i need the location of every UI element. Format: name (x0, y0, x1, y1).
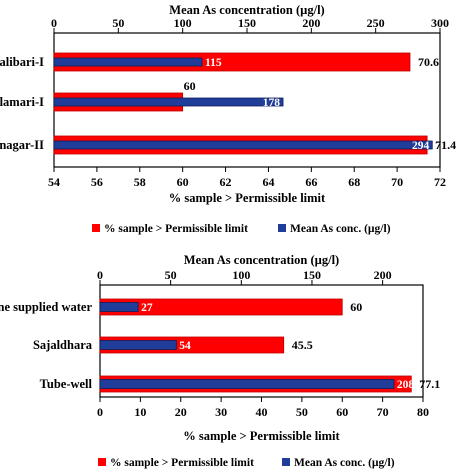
bottom-tick-label: 56 (91, 175, 103, 189)
mean-bar (99, 302, 139, 312)
top-axis-title: Mean As concentration (µg/l) (169, 3, 324, 17)
top-tick-label: 100 (174, 16, 192, 30)
top-tick-label: 50 (165, 268, 177, 282)
bottom-tick-label: 66 (305, 175, 317, 189)
top-tick-label: 50 (112, 16, 124, 30)
bottom-tick-label: 20 (175, 405, 187, 419)
pct-value-label: 71.4 (435, 138, 456, 152)
top-tick-label: 150 (303, 268, 321, 282)
top-tick-label: 0 (97, 268, 103, 282)
legend-label-mean: Mean As conc. (µg/l) (290, 223, 391, 235)
pct-value-label: 70.6 (418, 55, 439, 69)
mean-bar (53, 140, 433, 150)
legend-label-pct: % sample > Permissible limit (104, 223, 248, 235)
top-tick-label: 300 (431, 16, 449, 30)
mean-value-label: 178 (263, 97, 281, 109)
category-label: nagar-II (0, 138, 44, 152)
bottom-tick-label: 80 (417, 405, 429, 419)
legend-label-mean: Mean As conc. (µg/l) (294, 457, 395, 469)
pct-value-label: 60 (184, 79, 196, 93)
bottom-tick-label: 50 (296, 405, 308, 419)
bottom-tick-label: 60 (336, 405, 348, 419)
category-label: Tube-well (40, 377, 93, 391)
top-tick-label: 200 (302, 16, 320, 30)
pct-value-label: 60 (350, 300, 362, 314)
bottom-tick-label: 58 (134, 175, 146, 189)
legend-swatch-pct (98, 458, 106, 466)
bottom-tick-label: 30 (215, 405, 227, 419)
top-tick-label: 250 (367, 16, 385, 30)
legend-label-pct: % sample > Permissible limit (110, 457, 254, 469)
legend-swatch-mean (278, 224, 286, 232)
bottom-tick-label: 62 (220, 175, 232, 189)
top-tick-label: 0 (51, 16, 57, 30)
category-label: Sajaldhara (33, 338, 93, 352)
bottom-axis-title: % sample > Permissible limit (169, 191, 326, 205)
pct-value-label: 77.1 (419, 377, 440, 391)
category-label: alibari-I (0, 55, 44, 69)
mean-value-label: 294 (412, 140, 430, 152)
top-axis-title: Mean As concentration (µg/l) (184, 253, 339, 267)
category-label: ine supplied water (0, 300, 92, 314)
legend-swatch-mean (282, 458, 290, 466)
top-tick-label: 200 (374, 268, 392, 282)
bottom-tick-label: 70 (377, 405, 389, 419)
mean-bar (99, 379, 395, 389)
top-tick-label: 100 (232, 268, 250, 282)
legend-swatch-pct (92, 224, 100, 232)
mean-value-label: 208 (397, 379, 415, 391)
bottom-axis-title: % sample > Permissible limit (183, 429, 340, 443)
bottom-tick-label: 0 (97, 405, 103, 419)
bottom-tick-label: 72 (434, 175, 446, 189)
bottom-tick-label: 10 (134, 405, 146, 419)
bottom-tick-label: 40 (256, 405, 268, 419)
bottom-tick-label: 54 (48, 175, 60, 189)
category-label: lamari-I (0, 95, 44, 109)
mean-bar (99, 340, 177, 350)
mean-value-label: 27 (141, 302, 153, 314)
mean-value-label: 54 (179, 340, 191, 352)
mean-bar (53, 57, 203, 67)
bottom-tick-label: 60 (177, 175, 189, 189)
bottom-tick-label: 64 (262, 175, 274, 189)
pct-value-label: 45.5 (292, 338, 313, 352)
bottom-tick-label: 68 (348, 175, 360, 189)
mean-bar (53, 97, 284, 107)
bottom-tick-label: 70 (391, 175, 403, 189)
top-tick-label: 150 (238, 16, 256, 30)
mean-value-label: 115 (205, 57, 222, 69)
